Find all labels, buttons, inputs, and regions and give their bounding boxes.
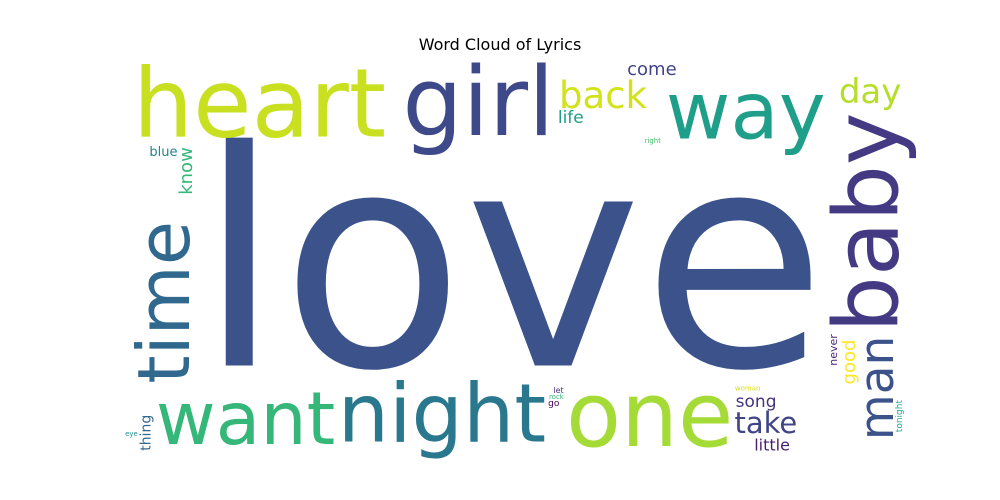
word-back: back [559,74,648,117]
word-little: little [754,436,790,455]
word-right: right [644,137,661,145]
word-one: one [566,363,733,468]
word-never: never [827,334,840,366]
word-way: way [666,65,826,157]
word-eye: eye [125,430,138,438]
word-thing: thing [139,415,155,451]
word-man: man [850,336,905,440]
word-day: day [839,72,902,112]
word-life: life [558,108,584,128]
word-heart: heart [133,49,386,159]
word-love: love [197,88,826,437]
word-tonight: tonight [895,400,905,433]
word-blue: blue [149,145,177,160]
word-go: go [548,399,560,409]
word-night: night [338,368,546,462]
word-know: know [176,147,197,195]
word-baby: baby [815,112,919,332]
word-song: song [736,392,777,412]
word-rock: rock [549,393,565,401]
word-girl: girl [402,48,554,158]
word-good: good [839,340,860,385]
word-time: time [122,221,206,384]
word-take: take [735,406,798,440]
word-woman: woman [735,384,761,392]
word-let: let [553,386,563,395]
word-want: want [156,377,335,462]
word-come: come [627,59,677,80]
chart-title: Word Cloud of Lyrics [418,35,582,54]
